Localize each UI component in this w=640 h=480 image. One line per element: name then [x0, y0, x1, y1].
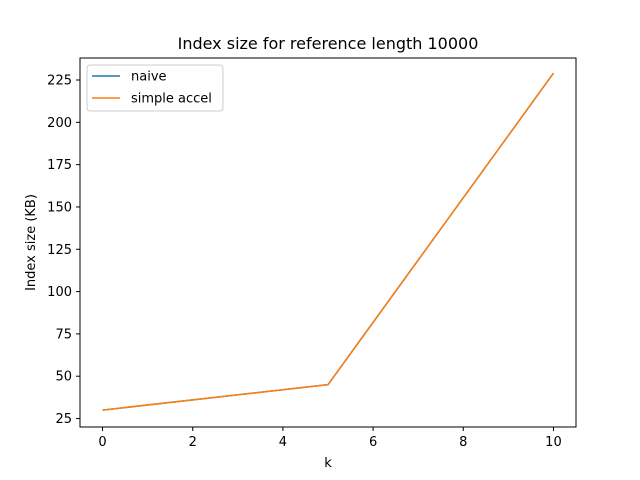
y-tick-label: 200	[47, 116, 72, 131]
x-tick-label: 0	[98, 435, 106, 450]
y-tick-label: 175	[47, 158, 72, 173]
y-tick-label: 225	[47, 74, 72, 89]
x-axis-label: k	[324, 456, 332, 471]
y-tick-label: 25	[55, 412, 72, 427]
y-axis-label: Index size (KB)	[24, 194, 39, 291]
x-tick-label: 8	[459, 435, 467, 450]
y-tick-label: 125	[47, 243, 72, 258]
y-tick-label: 100	[47, 285, 72, 300]
x-tick-label: 4	[279, 435, 287, 450]
series-layer	[102, 72, 555, 411]
y-tick-label: 75	[55, 327, 72, 342]
plot-frame	[79, 57, 577, 428]
y-tick-label: 50	[55, 370, 72, 385]
x-tick-label: 10	[545, 435, 562, 450]
x-tick-label: 2	[189, 435, 197, 450]
x-tick-label: 6	[369, 435, 377, 450]
series-line-simple-accel	[102, 72, 555, 411]
legend-label-naive: naive	[131, 70, 167, 85]
ticks-layer: 0 2 4 6 8 10 25 50 75 100 125 150 175 200 225	[47, 74, 562, 450]
chart-title: Index size for reference length 10000	[178, 34, 479, 53]
legend-box	[86, 64, 224, 112]
y-tick-label: 150	[47, 200, 72, 215]
legend-label-simple-accel: simple accel	[131, 92, 212, 107]
legend: naive simple accel	[86, 64, 224, 112]
